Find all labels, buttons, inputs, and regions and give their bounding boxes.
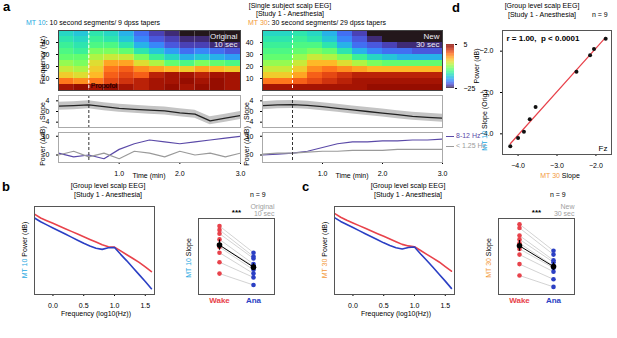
svg-text:−3.0: −3.0: [550, 162, 564, 169]
svg-text:20: 20: [246, 63, 254, 70]
svg-text:30: 30: [246, 51, 254, 58]
svg-text:1.5: 1.5: [140, 302, 150, 309]
svg-text:New30 sec: New30 sec: [416, 32, 440, 49]
svg-text:0: 0: [250, 108, 254, 115]
svg-text:Fz: Fz: [599, 144, 608, 153]
svg-text:r = 1.00, p < 0.0001: r = 1.00, p < 0.0001: [507, 34, 580, 43]
svg-text:3.0: 3.0: [236, 170, 246, 177]
svg-text:2.0: 2.0: [378, 170, 388, 177]
svg-text:0.0: 0.0: [48, 302, 58, 309]
svg-text:−2.0: −2.0: [480, 47, 494, 54]
svg-text:1.0: 1.0: [110, 302, 120, 309]
svg-text:***: ***: [532, 208, 542, 217]
svg-text:−2.0: −2.0: [589, 162, 603, 169]
svg-text:4: 4: [46, 97, 50, 104]
svg-text:1.5: 1.5: [440, 302, 450, 309]
svg-text:−4.0: −4.0: [511, 162, 525, 169]
svg-text:5: 5: [464, 41, 468, 48]
svg-text:40: 40: [246, 39, 254, 46]
svg-text:0: 0: [250, 151, 254, 158]
svg-text:Ana: Ana: [546, 296, 562, 305]
svg-text:0.5: 0.5: [79, 302, 89, 309]
svg-text:0.0: 0.0: [348, 302, 358, 309]
svg-text:1.0: 1.0: [114, 170, 124, 177]
svg-text:New30 sec: New30 sec: [554, 203, 576, 217]
svg-text:0: 0: [46, 151, 50, 158]
svg-text:Propofol: Propofol: [91, 82, 118, 90]
svg-text:0: 0: [46, 108, 50, 115]
svg-text:1.0: 1.0: [410, 302, 420, 309]
svg-text:Original10 sec: Original10 sec: [250, 203, 275, 217]
svg-text:Original10 sec: Original10 sec: [210, 32, 238, 49]
svg-text:Wake: Wake: [509, 296, 530, 305]
svg-text:Ana: Ana: [246, 296, 262, 305]
svg-text:10: 10: [246, 75, 254, 82]
svg-text:***: ***: [232, 208, 242, 217]
svg-text:0.5: 0.5: [379, 302, 389, 309]
svg-text:3.0: 3.0: [438, 170, 448, 177]
svg-text:Wake: Wake: [209, 296, 230, 305]
svg-text:4: 4: [250, 97, 254, 104]
svg-text:−25: −25: [464, 85, 476, 92]
svg-text:1.0: 1.0: [318, 170, 328, 177]
svg-text:2.0: 2.0: [175, 170, 185, 177]
